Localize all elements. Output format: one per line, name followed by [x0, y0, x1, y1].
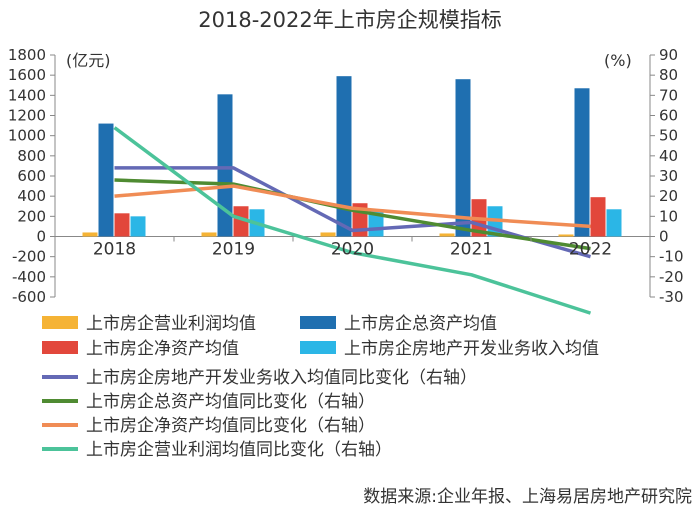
legend-swatch [300, 341, 336, 354]
left-tick-label: 1000 [8, 127, 46, 145]
right-tick-label: 70 [659, 86, 678, 104]
series-line [114, 184, 591, 229]
left-tick-label: 1400 [8, 86, 46, 104]
legend-label: 上市房企营业利润均值同比变化（右轴） [86, 440, 392, 460]
bar [455, 79, 471, 237]
left-tick-label: 400 [17, 187, 46, 205]
lines [113, 126, 592, 315]
left-tick-label: -400 [12, 268, 46, 286]
left-tick-label: 1600 [8, 66, 46, 84]
series-line [114, 178, 591, 251]
left-tick-label: -200 [12, 248, 46, 266]
legend-label: 上市房企净资产均值同比变化（右轴） [86, 416, 375, 436]
series-line [113, 126, 592, 315]
right-tick-label: -30 [659, 288, 684, 306]
right-tick-label: 50 [659, 127, 678, 145]
left-tick-label: 600 [17, 167, 46, 185]
right-tick-label: 80 [659, 66, 678, 84]
right-tick-label: -10 [659, 248, 684, 266]
category-label: 2021 [450, 240, 493, 260]
bar [574, 88, 590, 237]
legend-label: 上市房企总资产均值同比变化（右轴） [86, 392, 375, 412]
series-line [114, 166, 591, 259]
axes: -600-400-2000200400600800100012001400160… [8, 46, 684, 306]
right-tick-label: 0 [659, 228, 669, 246]
left-tick-label: -600 [12, 288, 46, 306]
left-tick-label: 1800 [8, 46, 46, 64]
right-tick-label: 10 [659, 207, 678, 225]
category-label: 2019 [212, 240, 255, 260]
right-tick-label: 30 [659, 167, 678, 185]
bar [439, 233, 455, 237]
category-label: 2018 [93, 240, 136, 260]
category-label: 2022 [569, 240, 612, 260]
bar [606, 209, 622, 237]
legend-swatch [42, 341, 78, 354]
left-tick-label: 200 [17, 207, 46, 225]
bar [590, 197, 606, 237]
bar [233, 206, 249, 237]
right-tick-label: 40 [659, 147, 678, 165]
bar [114, 213, 130, 237]
right-tick-label: 90 [659, 46, 678, 64]
category-label: 2020 [331, 240, 374, 260]
bar [82, 232, 98, 237]
right-axis-unit: (%) [604, 51, 632, 70]
legend-label: 上市房企净资产均值 [86, 339, 239, 359]
bars [82, 76, 622, 237]
legend-swatch [42, 316, 78, 329]
legend-label: 上市房企总资产均值 [344, 314, 497, 334]
bar [558, 234, 574, 237]
bar [217, 94, 233, 237]
bar [320, 232, 336, 237]
bar [130, 216, 146, 237]
legend-swatch [300, 316, 336, 329]
category-labels: 2018 2019 2020 2021 2022 [54, 236, 612, 260]
right-tick-label: 60 [659, 107, 678, 125]
legend-label: 上市房企营业利润均值 [86, 314, 256, 334]
bar [201, 232, 217, 237]
left-tick-label: 0 [36, 228, 46, 246]
left-tick-label: 800 [17, 147, 46, 165]
legend-label: 上市房企房地产开发业务收入均值 [344, 339, 599, 359]
right-tick-label: 20 [659, 187, 678, 205]
source-note: 数据来源:企业年报、上海易居房地产研究院 [363, 487, 692, 507]
right-tick-label: -20 [659, 268, 684, 286]
left-axis-unit: (亿元) [66, 51, 111, 70]
left-tick-label: 1200 [8, 107, 46, 125]
chart-title: 2018-2022年上市房企规模指标 [198, 8, 501, 32]
legend-label: 上市房企房地产开发业务收入均值同比变化（右轴） [86, 368, 477, 388]
bar [98, 123, 114, 237]
bar [336, 76, 352, 237]
